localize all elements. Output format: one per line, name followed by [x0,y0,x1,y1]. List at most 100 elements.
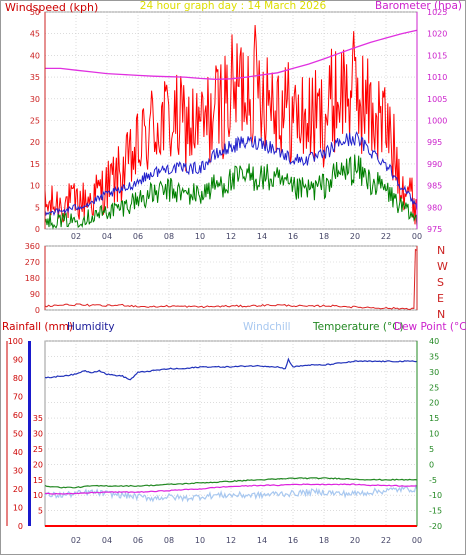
gust-line [44,24,418,225]
barometer-y-tick: 1020 [427,30,447,39]
temperature-x-tick: 04 [102,536,112,545]
humidity-line [44,357,418,381]
rainfall-title: Rainfall (mm) [2,321,73,333]
rain-y-tick: 20 [13,485,23,494]
wind-y-tick: 20 [30,138,40,147]
humidity-title: Humidity [67,321,115,333]
direction-y-tick: 180 [25,274,40,283]
temperature-y-tick: 5 [429,445,434,454]
wind-x-tick: 02 [71,232,81,241]
graph-title: 24 hour graph day : 14 March 2026 [140,0,327,12]
wind-y-tick: 35 [30,73,40,82]
barometer-y-tick: 980 [427,203,442,212]
wind-y-tick: 5 [35,203,40,212]
humidity-y-tick: 10 [33,491,43,500]
humidity-y-tick: 20 [33,460,43,469]
windchill-line [44,484,418,503]
humidity-tick-labels: 5 10 15 20 25 30 35 [33,414,43,515]
temperature-y-tick: -5 [429,476,437,485]
windchill-title: Windchill [243,321,291,333]
barometer-y-tick: 1000 [427,117,447,126]
barometer-y-tick: 985 [427,182,442,191]
barometer-y-tick: 1010 [427,73,447,82]
wind-x-tick: 14 [257,232,267,241]
temperature-y-tick: 35 [429,352,439,361]
temperature-y-tick: 10 [429,430,439,439]
compass-label: N [437,308,445,321]
wind-x-tick: 00 [412,232,422,241]
barometer-line [45,29,418,80]
rain-y-tick: 70 [13,393,23,402]
wind-x-tick: 10 [195,232,205,241]
mean-wind-line [44,131,418,217]
temperature-tick-labels: -20 -15 -10 -5 0 5 10 15 20 25 30 35 40 [429,337,442,531]
wind-x-tick: 16 [288,232,298,241]
rain-y-tick: 50 [13,430,23,439]
temperature-title: Temperature (°C) [312,321,404,333]
temperature-x-tick: 16 [288,536,298,545]
temperature-x-tick: 14 [257,536,267,545]
wind-x-tick: 12 [226,232,236,241]
humidity-y-tick: 30 [33,430,43,439]
direction-y-tick: 360 [25,242,40,251]
humidity-y-tick: 35 [33,414,43,423]
rain-tick-labels: 0 10 20 30 40 50 60 70 80 90 100 [8,337,23,531]
rain-y-tick: 40 [13,448,23,457]
temperature-y-tick: 25 [429,383,439,392]
windspeed-title: Windspeed (kph) [5,1,98,14]
direction-y-tick: 0 [35,306,40,315]
wind-y-tick: 40 [30,51,40,60]
temperature-y-tick: -10 [429,491,442,500]
barometer-y-tick: 990 [427,160,442,169]
wind-x-tick: 18 [319,232,329,241]
wind-left-tick-labels: 0 5 10 15 20 25 30 35 40 45 50 [30,8,40,234]
temperature-x-tick: 02 [71,536,81,545]
temperature-line [44,477,418,489]
direction-y-tick: 270 [25,258,40,267]
temperature-x-tick: 12 [226,536,236,545]
rain-y-tick: 30 [13,467,23,476]
wind-y-tick: 0 [35,225,40,234]
compass-label: N [437,244,445,257]
direction-series [44,248,418,310]
temperature-x-tick-labels: 02 04 06 08 10 12 14 16 18 20 22 00 [71,536,422,545]
barometer-y-tick: 975 [427,225,442,234]
temperature-y-tick: 15 [429,414,439,423]
temperature-x-tick: 10 [195,536,205,545]
temperature-y-tick: -20 [429,522,442,531]
temperature-y-tick: -15 [429,507,442,516]
wind-y-tick: 45 [30,30,40,39]
humidity-axis-bar [28,341,31,526]
temperature-y-tick: 20 [429,399,439,408]
temperature-x-tick: 00 [412,536,422,545]
temperature-y-tick: 40 [429,337,439,346]
temperature-x-tick: 06 [133,536,143,545]
wind-y-tick: 10 [30,182,40,191]
humidity-y-tick: 5 [38,507,43,516]
compass-label: E [437,292,444,305]
average-wind-line [44,154,418,230]
temperature-x-tick: 22 [381,536,391,545]
rain-y-tick: 0 [18,522,23,531]
wind-x-tick: 08 [164,232,174,241]
barometer-tick-labels: 975 980 985 990 995 1000 1005 1010 1015 1020 1025 [427,8,447,234]
rain-y-tick: 90 [13,356,23,365]
wind-x-tick: 06 [133,232,143,241]
temperature-y-tick: 0 [429,460,434,469]
barometer-y-tick: 995 [427,138,442,147]
temperature-x-tick: 20 [350,536,360,545]
dewpoint-line [44,483,418,495]
rain-y-tick: 80 [13,374,23,383]
rain-y-tick: 100 [8,337,23,346]
humidity-y-tick: 25 [33,445,43,454]
wind-y-tick: 25 [30,117,40,126]
barometer-y-tick: 1025 [427,8,447,17]
rain-y-tick: 60 [13,411,23,420]
barometer-y-tick: 1005 [427,95,447,104]
wind-x-tick: 22 [381,232,391,241]
